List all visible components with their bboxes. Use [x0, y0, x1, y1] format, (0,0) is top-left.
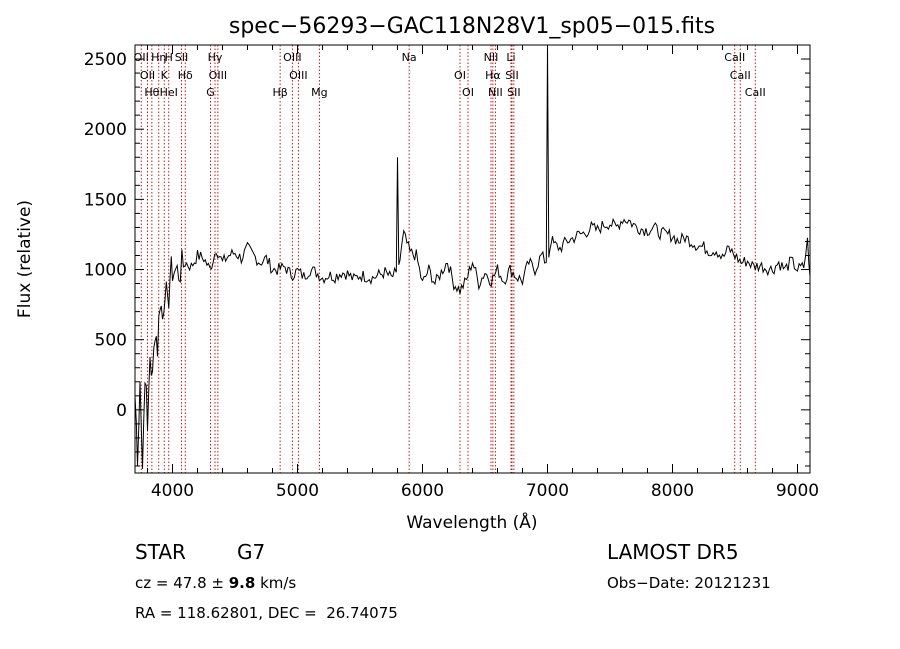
line-label: SII — [175, 51, 188, 64]
line-label: OII — [140, 69, 155, 82]
spectrum-series-line — [134, 44, 811, 469]
y-tick-label: 0 — [116, 401, 127, 421]
line-label: NII — [484, 51, 499, 64]
line-label: G — [206, 86, 215, 99]
line-label: Hβ — [272, 86, 287, 99]
obs-date: Obs−Date: 20121231 — [607, 574, 771, 592]
line-label: K — [161, 69, 169, 82]
line-label: OIII — [209, 69, 227, 82]
line-label: HeI — [160, 86, 178, 99]
x-axis: 4000 5000 6000 7000 8000 9000 — [147, 45, 819, 501]
ra-dec: RA = 118.62801, DEC = 26.74075 — [135, 604, 398, 622]
spectral-line-markers — [140, 45, 756, 473]
cz-error: 9.8 — [228, 574, 256, 592]
plot-frame — [134, 44, 811, 474]
x-axis-label: Wavelength (Å) — [406, 511, 537, 533]
line-label: OIII — [283, 51, 301, 64]
line-label: CaII — [730, 69, 751, 82]
x-tick-label: 6000 — [401, 481, 444, 501]
line-label: CaII — [724, 51, 745, 64]
line-label: H — [165, 51, 173, 64]
line-label: Hη — [151, 51, 166, 64]
line-label: OI — [462, 86, 474, 99]
y-tick-label: 2500 — [84, 50, 127, 70]
redshift-line: cz = 47.8 ± 9.8 km/s — [135, 574, 296, 592]
line-label: NII — [488, 86, 503, 99]
line-label: SII — [507, 86, 520, 99]
line-label: Hθ — [144, 86, 159, 99]
line-label: Na — [402, 51, 417, 64]
line-label: OII — [134, 51, 149, 64]
y-axis-label: Flux (relative) — [15, 200, 35, 318]
y-tick-label: 1500 — [84, 190, 127, 210]
chart-title: spec−56293−GAC118N28V1_sp05−015.fits — [229, 14, 715, 39]
x-tick-label: 9000 — [776, 481, 819, 501]
line-label: OI — [454, 69, 466, 82]
y-tick-label: 2000 — [84, 120, 127, 140]
x-tick-label: 7000 — [526, 481, 569, 501]
x-tick-label: 8000 — [651, 481, 694, 501]
line-label: Hδ — [178, 69, 193, 82]
cz-unit: km/s — [255, 574, 297, 592]
line-label: Hγ — [208, 51, 223, 64]
object-subclass: G7 — [237, 540, 266, 564]
x-tick-label: 5000 — [276, 481, 319, 501]
line-label: Li — [506, 51, 515, 64]
line-label: Mg — [311, 86, 327, 99]
spectrum-chart: spec−56293−GAC118N28V1_sp05−015.fits OII… — [15, 14, 819, 533]
line-label: CaII — [745, 86, 766, 99]
line-label: Hα — [485, 69, 501, 82]
survey-name: LAMOST DR5 — [607, 540, 739, 564]
cz-prefix: cz = 47.8 ± — [135, 574, 229, 592]
line-label: SII — [505, 69, 518, 82]
x-tick-label: 4000 — [151, 481, 194, 501]
line-label: OIII — [289, 69, 307, 82]
y-tick-label: 1000 — [84, 261, 127, 281]
object-class: STAR — [135, 540, 186, 564]
y-axis: 0 500 1000 1500 2000 2500 — [84, 44, 810, 467]
y-tick-label: 500 — [95, 331, 127, 351]
